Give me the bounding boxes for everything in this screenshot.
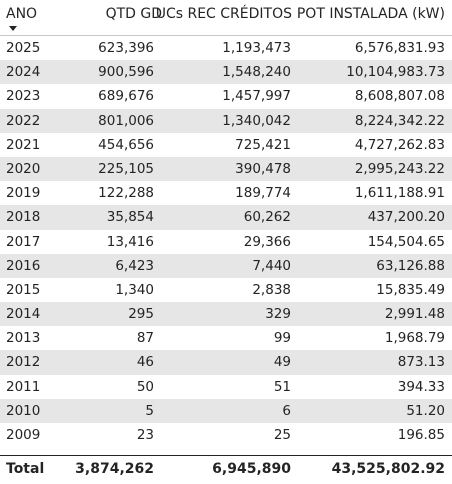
table-header: ANO QTD GD UCs REC CRÉDITOS POT INSTALAD…: [0, 0, 452, 36]
cell-pot-instalada: 6,576,831.93: [354, 40, 445, 56]
table-row[interactable]: 2011 50 51 394.33: [0, 374, 452, 399]
cell-ucs-rec-creditos: 29,366: [243, 233, 291, 250]
cell-ucs-rec-creditos: 189,774: [235, 185, 291, 202]
cell-qtd-gd: 46: [136, 354, 154, 371]
cell-pot-instalada: 51.20: [406, 402, 445, 419]
table-row[interactable]: 2022 801,006 1,340,042 8,224,342.22: [0, 108, 452, 133]
cell-qtd-gd: 689,676: [98, 88, 154, 105]
cell-ano: 2014: [6, 306, 41, 323]
cell-pot-instalada: 63,126.88: [376, 257, 445, 274]
cell-ano: 2020: [6, 160, 41, 177]
table-body: 2025 623,396 1,193,473 6,576,831.93 2024 900,…: [0, 36, 452, 448]
cell-ano: 2011: [6, 378, 41, 395]
cell-ano: 2025: [6, 40, 41, 56]
cell-ano: 2017: [6, 233, 41, 250]
cell-qtd-gd: 6,423: [115, 257, 154, 274]
cell-qtd-gd: 50: [136, 378, 154, 395]
table-row[interactable]: 2018 35,854 60,262 437,200.20: [0, 205, 452, 230]
table-row[interactable]: 2024 900,596 1,548,240 10,104,983.73: [0, 60, 452, 85]
table-row[interactable]: 2013 87 99 1,968.79: [0, 326, 452, 351]
cell-pot-instalada: 2,995,243.22: [354, 160, 445, 177]
total-row: Total 3,874,262 6,945,890 43,525,802.92: [0, 455, 452, 484]
cell-ano: 2013: [6, 330, 41, 347]
cell-pot-instalada: 394.33: [397, 378, 445, 395]
cell-ano: 2024: [6, 64, 41, 81]
column-header-ucs-rec-creditos[interactable]: UCs REC CRÉDITOS: [155, 6, 292, 22]
cell-ucs-rec-creditos: 25: [273, 427, 291, 443]
table-row[interactable]: 2016 6,423 7,440 63,126.88: [0, 253, 452, 278]
cell-pot-instalada: 10,104,983.73: [346, 64, 445, 81]
cell-qtd-gd: 900,596: [98, 64, 154, 81]
cell-ano: 2012: [6, 354, 41, 371]
cell-qtd-gd: 122,288: [98, 185, 154, 202]
table-row[interactable]: 2010 5 6 51.20: [0, 398, 452, 423]
column-header-ano[interactable]: ANO: [6, 6, 38, 22]
table-row[interactable]: 2009 23 25 196.85: [0, 423, 452, 448]
cell-qtd-gd: 295: [128, 306, 154, 323]
table-row[interactable]: 2012 46 49 873.13: [0, 350, 452, 375]
cell-ano: 2009: [6, 427, 41, 443]
cell-ucs-rec-creditos: 99: [273, 330, 291, 347]
table-row[interactable]: 2017 13,416 29,366 154,504.65: [0, 229, 452, 254]
cell-ucs-rec-creditos: 725,421: [235, 136, 291, 153]
cell-ucs-rec-creditos: 390,478: [235, 160, 291, 177]
table-row[interactable]: 2025 623,396 1,193,473 6,576,831.93: [0, 36, 452, 61]
cell-pot-instalada: 1,968.79: [384, 330, 445, 347]
cell-pot-instalada: 1,611,188.91: [354, 185, 445, 202]
cell-pot-instalada: 2,991.48: [384, 306, 445, 323]
cell-ano: 2010: [6, 402, 41, 419]
cell-ucs-rec-creditos: 51: [273, 378, 291, 395]
cell-qtd-gd: 5: [145, 402, 154, 419]
table-row[interactable]: 2014 295 329 2,991.48: [0, 302, 452, 327]
cell-pot-instalada: 8,224,342.22: [354, 112, 445, 129]
cell-ucs-rec-creditos: 6: [282, 402, 291, 419]
table-row[interactable]: 2015 1,340 2,838 15,835.49: [0, 277, 452, 303]
cell-qtd-gd: 87: [136, 330, 154, 347]
table-row[interactable]: 2021 454,656 725,421 4,727,262.83: [0, 132, 452, 157]
sort-descending-arrow-icon[interactable]: [9, 26, 17, 31]
cell-qtd-gd: 801,006: [98, 112, 154, 129]
cell-qtd-gd: 225,105: [98, 160, 154, 177]
total-qtd-gd: 3,874,262: [75, 461, 154, 477]
cell-pot-instalada: 4,727,262.83: [354, 136, 445, 153]
cell-qtd-gd: 13,416: [106, 233, 154, 250]
cell-ucs-rec-creditos: 7,440: [252, 257, 291, 274]
total-label: Total: [6, 461, 45, 477]
cell-ano: 2016: [6, 257, 41, 274]
cell-ucs-rec-creditos: 1,548,240: [222, 64, 291, 81]
cell-pot-instalada: 196.85: [397, 427, 445, 443]
cell-ucs-rec-creditos: 1,457,997: [222, 88, 291, 105]
cell-ucs-rec-creditos: 1,193,473: [222, 40, 291, 56]
table-row[interactable]: 2023 689,676 1,457,997 8,608,807.08: [0, 84, 452, 109]
cell-ano: 2018: [6, 209, 41, 226]
cell-ano: 2015: [6, 281, 41, 298]
cell-qtd-gd: 23: [136, 427, 154, 443]
cell-pot-instalada: 154,504.65: [367, 233, 445, 250]
cell-pot-instalada: 15,835.49: [376, 281, 445, 298]
column-header-pot-instalada[interactable]: POT INSTALADA (kW): [296, 6, 445, 22]
cell-ano: 2021: [6, 136, 41, 153]
total-pot-instalada: 43,525,802.92: [331, 461, 445, 477]
cell-qtd-gd: 623,396: [98, 40, 154, 56]
cell-ano: 2022: [6, 112, 41, 129]
cell-qtd-gd: 454,656: [98, 136, 154, 153]
cell-ucs-rec-creditos: 60,262: [243, 209, 291, 226]
table-row[interactable]: 2020 225,105 390,478 2,995,243.22: [0, 156, 452, 182]
cell-pot-instalada: 873.13: [397, 354, 445, 371]
cell-pot-instalada: 8,608,807.08: [354, 88, 445, 105]
cell-ucs-rec-creditos: 49: [273, 354, 291, 371]
cell-ano: 2023: [6, 88, 41, 105]
column-header-qtd-gd[interactable]: QTD GD: [105, 6, 162, 22]
total-ucs-rec-creditos: 6,945,890: [212, 461, 291, 477]
table-row[interactable]: 2019 122,288 189,774 1,611,188.91: [0, 181, 452, 206]
cell-pot-instalada: 437,200.20: [367, 209, 445, 226]
cell-ano: 2019: [6, 185, 41, 202]
cell-qtd-gd: 35,854: [106, 209, 154, 226]
cell-ucs-rec-creditos: 1,340,042: [222, 112, 291, 129]
cell-ucs-rec-creditos: 329: [265, 306, 291, 323]
cell-qtd-gd: 1,340: [115, 281, 154, 298]
cell-ucs-rec-creditos: 2,838: [252, 281, 291, 298]
